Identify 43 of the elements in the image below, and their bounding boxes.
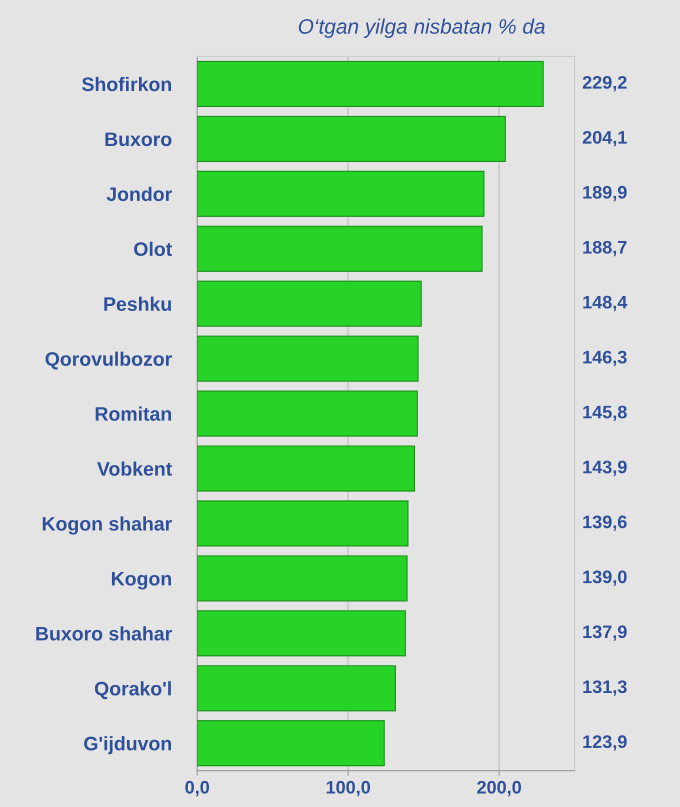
y-tick-label: Kogon [112,572,171,590]
data-label: 137,9 [583,625,627,641]
y-tick-label: Buxoro shahar [36,626,172,641]
y-tick-label: G'ijduvon [84,736,171,754]
data-label: 229,2 [582,76,627,92]
x-tick-label: 200,0 [477,780,521,796]
y-tick-label: Kogon shahar [42,516,172,535]
data-label: 146,3 [583,350,627,366]
data-label: 188,7 [583,240,627,256]
y-tick-label: Shofirkon [82,76,171,92]
y-tick-label: Romitan [96,406,171,421]
bar [197,500,408,547]
bar [197,555,408,602]
data-label: 145,8 [583,406,627,422]
y-tick-label: Peshku [104,296,171,311]
x-tick-label: 0,0 [185,780,210,796]
bar [197,445,415,492]
bar [197,610,406,656]
chart-title: O‘tgan yilga nisbatan % da [298,18,545,38]
y-tick-label: Jondor [106,186,172,202]
data-label: 139,0 [583,570,627,586]
bar [197,60,544,108]
bar [197,226,483,272]
bar [197,116,506,162]
data-label: 131,3 [583,680,627,696]
bar [197,720,385,766]
bar [197,170,484,217]
bar [197,390,418,437]
data-label: 139,6 [583,516,627,531]
bar [197,665,396,712]
data-label: 123,9 [583,735,627,751]
y-tick-label: Olot [134,242,172,256]
y-tick-label: Vobkent [97,461,172,476]
data-label: 143,9 [583,460,627,476]
x-tick-label: 100,0 [326,780,370,796]
bar [197,336,419,382]
y-tick-label: Qorovulbozor [46,352,172,370]
data-label: 204,1 [582,130,627,146]
data-label: 189,9 [583,186,627,202]
bar [197,280,422,327]
y-tick-label: Qorako'l [94,681,171,700]
data-label: 148,4 [583,296,628,312]
y-tick-label: Buxoro [105,132,172,146]
